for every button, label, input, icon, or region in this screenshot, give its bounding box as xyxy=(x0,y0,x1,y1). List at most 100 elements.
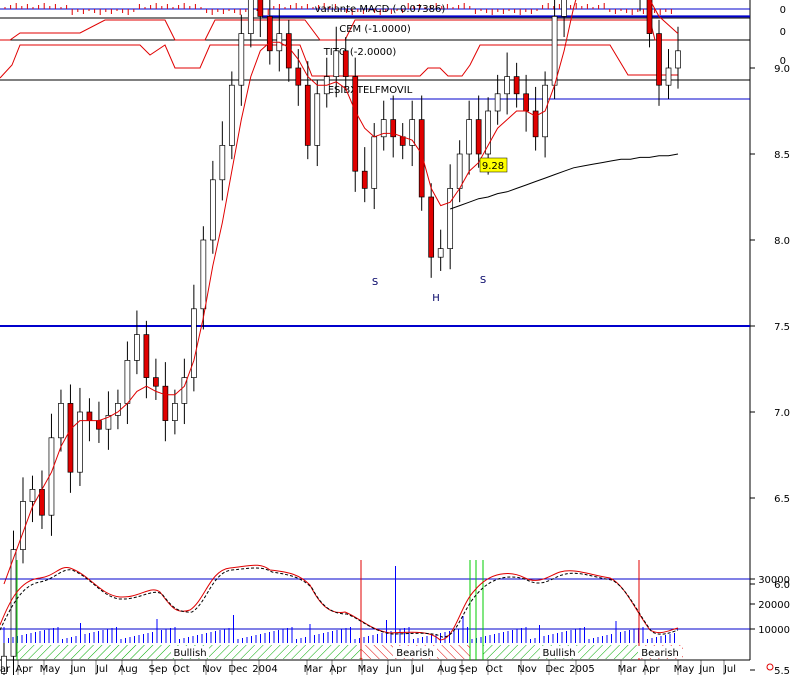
candle xyxy=(77,387,83,486)
volume-axis: 30000 20000 10000 xyxy=(750,575,790,636)
price-tick-label: 9.0 xyxy=(774,64,790,75)
volume-panel: 30000 20000 10000 xyxy=(0,560,790,660)
x-axis-label: Jun xyxy=(385,664,402,675)
panel-frames xyxy=(0,0,751,661)
volume-tick-label: 10000 xyxy=(758,625,790,636)
candle xyxy=(532,86,539,151)
candle xyxy=(504,52,510,115)
x-axis-label: Aug xyxy=(437,664,457,675)
pattern-label-left-shoulder: S xyxy=(372,277,378,288)
macd-value: 0 xyxy=(780,5,786,16)
candle xyxy=(295,49,302,106)
red-moving-average xyxy=(3,0,679,585)
candle xyxy=(352,57,359,192)
tito-panel: TITO (-2.0000) 0 xyxy=(0,44,786,79)
x-axis-label: Jun xyxy=(698,664,715,675)
candle xyxy=(10,530,17,675)
x-axis-label: 2004 xyxy=(252,664,277,675)
price-tick-label: 7.5 xyxy=(774,322,790,333)
candle xyxy=(561,0,567,38)
x-axis-label: Jul xyxy=(723,664,736,675)
candle xyxy=(665,49,672,99)
candle xyxy=(437,229,444,271)
candle xyxy=(361,147,368,203)
price-tick-label: 5.5 xyxy=(774,666,790,675)
x-axis-label: Aug xyxy=(118,664,138,675)
price-label: 9.28 xyxy=(482,161,504,172)
candle xyxy=(276,9,283,72)
candle xyxy=(456,140,463,203)
candle xyxy=(380,100,387,151)
candle xyxy=(96,401,102,443)
x-axis-label: Dec xyxy=(228,664,247,675)
candle xyxy=(342,37,349,91)
candle xyxy=(314,80,321,167)
candle xyxy=(409,100,416,167)
candle xyxy=(191,284,197,392)
candle xyxy=(219,121,226,201)
candle xyxy=(285,19,292,82)
candle xyxy=(39,470,45,529)
black-moving-average xyxy=(450,153,679,210)
price-axis: 10.510.09.59.08.58.07.57.06.56.05.5 xyxy=(750,64,790,675)
candle xyxy=(153,358,159,400)
x-axis-label: Sep xyxy=(149,664,168,675)
candle xyxy=(304,61,311,160)
stochastic-k-line xyxy=(0,564,679,641)
x-axis-label: Apr xyxy=(642,664,660,675)
candle xyxy=(115,389,121,430)
candle xyxy=(323,57,330,108)
regime-label: Bullish xyxy=(542,648,575,659)
price-title: ESIBXTELFMOVIL xyxy=(328,85,413,96)
candle xyxy=(200,226,207,330)
support-resistance-lines xyxy=(0,15,750,327)
pattern-label-head: H xyxy=(432,293,440,304)
volume-tick-label: 30000 xyxy=(758,575,790,586)
candle xyxy=(238,14,245,106)
candle xyxy=(257,0,264,38)
price-tick-label: 7.0 xyxy=(774,408,790,419)
candle xyxy=(428,183,435,278)
x-axis-label: ar xyxy=(0,664,11,675)
x-axis-label: Jul xyxy=(95,664,108,675)
x-axis-label: May xyxy=(358,664,379,675)
candlesticks xyxy=(1,0,681,675)
candle xyxy=(29,475,36,523)
candle xyxy=(67,384,74,493)
x-axis: ar Apr May Jun Jul Aug Sep Oct Nov Dec 2004 Mar Apr M… xyxy=(0,660,736,675)
x-axis-label: Jun xyxy=(69,664,86,675)
regime-label: Bearish xyxy=(641,648,679,659)
signal-lines xyxy=(16,560,640,660)
pattern-label-right-shoulder: S xyxy=(480,275,486,286)
price-tick-label: 8.5 xyxy=(774,150,790,161)
x-axis-label: Mar xyxy=(304,664,324,675)
x-axis-label: Jul xyxy=(411,664,424,675)
candle xyxy=(58,389,64,452)
candle xyxy=(247,0,254,48)
x-axis-label: May xyxy=(674,664,695,675)
x-axis-label: Oct xyxy=(485,664,502,675)
candle xyxy=(20,477,26,564)
candle xyxy=(513,62,520,108)
x-axis-label: Nov xyxy=(517,664,537,675)
tito-title: TITO (-2.0000) xyxy=(323,47,397,58)
candle xyxy=(266,0,273,65)
candle xyxy=(1,642,7,675)
price-tick-label: 8.0 xyxy=(774,236,790,247)
price-tick-label: 6.5 xyxy=(774,494,790,505)
candle xyxy=(390,95,397,158)
candle xyxy=(399,123,406,160)
settings-icon[interactable] xyxy=(766,663,774,671)
cem-value: 0 xyxy=(780,27,786,38)
candle xyxy=(228,71,235,160)
candle xyxy=(675,26,681,89)
candle xyxy=(542,71,548,158)
price-tick-label: 6.0 xyxy=(774,580,790,591)
candle xyxy=(639,0,641,12)
candle xyxy=(475,95,482,168)
x-axis-label: May xyxy=(40,664,61,675)
x-axis-label: Oct xyxy=(172,664,189,675)
candle xyxy=(646,0,653,48)
candle xyxy=(494,74,501,125)
